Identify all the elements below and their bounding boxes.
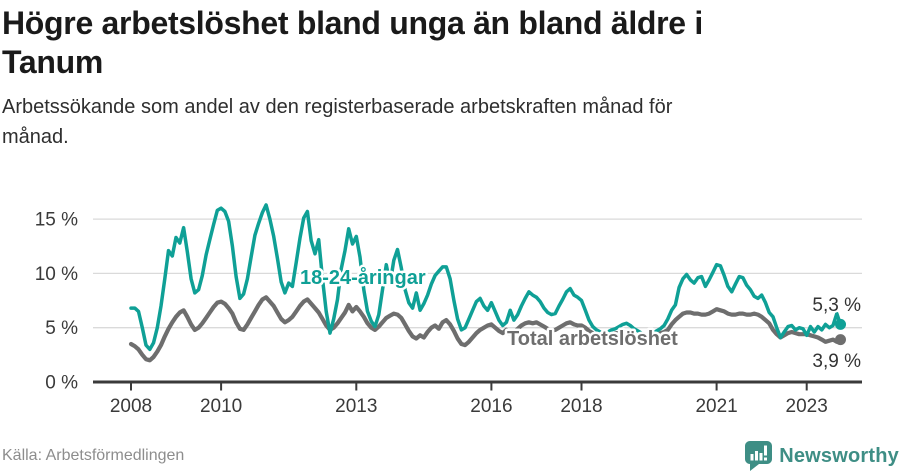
x-tick-label: 2021 <box>695 396 737 417</box>
page-title-line-2: Tanum <box>2 44 104 80</box>
series-end-value-young: 5,3 % <box>812 295 861 316</box>
newsworthy-chart-bubble-icon <box>745 441 773 471</box>
y-tick-label: 15 % <box>35 210 78 231</box>
series-end-dot-total <box>835 334 846 346</box>
y-tick-label: 10 % <box>35 264 78 285</box>
newsworthy-logo: Newsworthy <box>745 441 899 471</box>
x-tick-label: 2023 <box>786 396 828 417</box>
series-line-young <box>129 203 843 352</box>
page-title: Högre arbetslöshet bland unga än bland ä… <box>2 4 882 82</box>
x-tick-label: 2010 <box>200 396 242 417</box>
series-end-dot-young <box>835 318 846 330</box>
chart-subtitle: Arbetssökande som andel av den registerb… <box>2 92 672 152</box>
series-label-young: 18-24-åringar <box>300 266 426 289</box>
y-tick-label: 5 % <box>45 318 78 339</box>
series-line-total <box>128 295 843 363</box>
newsworthy-wordmark: Newsworthy <box>779 444 899 467</box>
x-tick-label: 2013 <box>335 396 377 417</box>
x-tick-label: 2016 <box>470 396 512 417</box>
series-label-total: Total arbetslöshet <box>507 328 678 350</box>
y-tick-label: 0 % <box>45 373 78 394</box>
series-end-value-total: 3,9 % <box>812 351 861 372</box>
x-tick-label: 2008 <box>110 396 152 417</box>
chart-subtitle-line-2: månad. <box>2 126 69 148</box>
page-title-line-1: Högre arbetslöshet bland unga än bland ä… <box>2 5 703 41</box>
chart-header: Högre arbetslöshet bland unga än bland ä… <box>2 4 882 148</box>
source-note: Källa: Arbetsförmedlingen <box>2 447 185 464</box>
chart-subtitle-line-1: Arbetssökande som andel av den registerb… <box>2 96 673 118</box>
x-tick-label: 2018 <box>560 396 602 417</box>
